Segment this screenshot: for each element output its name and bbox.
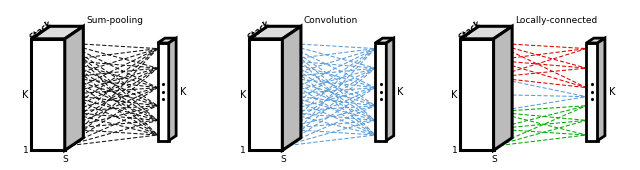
Text: 1: 1	[241, 146, 246, 155]
Text: Sum-pooling: Sum-pooling	[86, 16, 143, 25]
Text: K: K	[240, 90, 246, 100]
Polygon shape	[375, 38, 394, 43]
Polygon shape	[31, 39, 65, 150]
Text: Convolution: Convolution	[304, 16, 358, 25]
Text: S: S	[63, 155, 68, 164]
Polygon shape	[586, 43, 598, 141]
Text: S: S	[280, 155, 286, 164]
Polygon shape	[249, 26, 301, 39]
Polygon shape	[387, 38, 394, 141]
Text: Stack: Stack	[29, 19, 54, 42]
Text: 1: 1	[23, 146, 29, 155]
Text: 1: 1	[452, 146, 458, 155]
Text: K: K	[180, 87, 186, 97]
Text: Locally-connected: Locally-connected	[515, 16, 597, 25]
Text: K: K	[22, 90, 29, 100]
Polygon shape	[157, 38, 176, 43]
Polygon shape	[249, 39, 282, 150]
Text: K: K	[451, 90, 458, 100]
Text: S: S	[492, 155, 497, 164]
Polygon shape	[460, 39, 493, 150]
Text: Stack: Stack	[458, 19, 483, 42]
Polygon shape	[375, 43, 387, 141]
Polygon shape	[493, 26, 512, 150]
Polygon shape	[65, 26, 83, 150]
Polygon shape	[282, 26, 301, 150]
Text: Stack: Stack	[246, 19, 272, 42]
Polygon shape	[460, 26, 512, 39]
Polygon shape	[169, 38, 176, 141]
Polygon shape	[157, 43, 169, 141]
Polygon shape	[598, 38, 605, 141]
Text: K: K	[609, 87, 615, 97]
Polygon shape	[31, 26, 83, 39]
Polygon shape	[586, 38, 605, 43]
Text: K: K	[397, 87, 404, 97]
